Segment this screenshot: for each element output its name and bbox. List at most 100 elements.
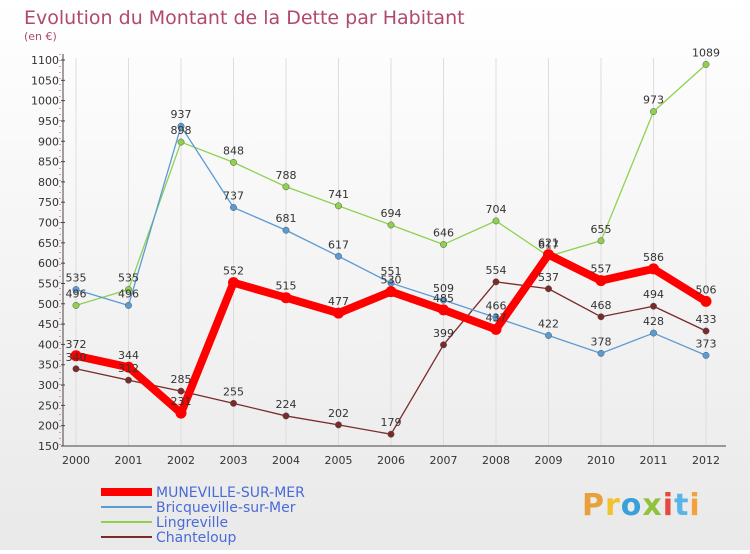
x-tick-label: 2002 bbox=[167, 454, 195, 467]
proxiti-logo: Proxiti bbox=[582, 488, 701, 523]
data-label: 704 bbox=[486, 203, 507, 216]
data-label: 399 bbox=[433, 327, 454, 340]
data-label: 422 bbox=[538, 317, 559, 330]
data-label: 285 bbox=[171, 373, 192, 386]
data-label: 340 bbox=[66, 351, 87, 364]
data-point bbox=[125, 376, 132, 384]
data-point bbox=[438, 304, 449, 316]
data-label: 509 bbox=[433, 282, 454, 295]
data-label: 179 bbox=[381, 416, 402, 429]
y-tick-label: 550 bbox=[38, 277, 59, 290]
x-tick-label: 2005 bbox=[325, 454, 353, 467]
x-tick-label: 2006 bbox=[377, 454, 405, 467]
data-point bbox=[702, 61, 710, 68]
data-point bbox=[335, 252, 342, 260]
data-label: 255 bbox=[223, 385, 244, 398]
data-point bbox=[125, 286, 132, 294]
data-label: 655 bbox=[591, 223, 612, 236]
data-point bbox=[230, 204, 237, 211]
data-label: 496 bbox=[66, 287, 87, 300]
data-point bbox=[440, 296, 447, 304]
data-point bbox=[280, 292, 292, 304]
data-point bbox=[230, 158, 237, 166]
data-point bbox=[545, 332, 552, 339]
data-label: 231 bbox=[171, 395, 192, 408]
y-tick-label: 700 bbox=[38, 217, 59, 230]
data-point bbox=[123, 361, 134, 373]
data-point bbox=[492, 217, 500, 225]
data-label: 494 bbox=[643, 288, 664, 301]
x-tick-label: 2009 bbox=[535, 454, 563, 467]
data-label: 535 bbox=[66, 272, 87, 285]
data-label: 224 bbox=[276, 398, 297, 411]
data-label: 557 bbox=[591, 263, 612, 276]
data-point bbox=[700, 295, 712, 307]
data-label: 694 bbox=[381, 207, 402, 220]
data-label: 372 bbox=[66, 338, 87, 351]
data-point bbox=[545, 285, 552, 293]
y-tick-label: 850 bbox=[38, 156, 59, 169]
data-point bbox=[702, 351, 710, 359]
data-label: 552 bbox=[223, 265, 244, 278]
data-label: 506 bbox=[696, 283, 717, 296]
data-point bbox=[543, 249, 554, 261]
data-label: 433 bbox=[696, 313, 717, 326]
y-tick-label: 950 bbox=[38, 115, 59, 128]
data-label: 554 bbox=[486, 264, 507, 277]
data-label: 466 bbox=[486, 300, 507, 313]
data-label: 312 bbox=[118, 362, 139, 375]
data-point bbox=[175, 407, 187, 419]
gridlines bbox=[75, 58, 707, 446]
data-label: 537 bbox=[538, 271, 559, 284]
data-label: 646 bbox=[433, 226, 454, 239]
data-label: 373 bbox=[696, 337, 717, 350]
y-tick-label: 1100 bbox=[31, 54, 59, 67]
y-tick-label: 600 bbox=[38, 257, 59, 270]
x-tick-label: 2001 bbox=[115, 454, 143, 467]
data-point bbox=[72, 365, 80, 373]
data-label: 621 bbox=[538, 237, 559, 250]
y-tick-label: 900 bbox=[38, 135, 59, 148]
logo-letter: x bbox=[642, 488, 663, 523]
y-tick-label: 450 bbox=[38, 318, 59, 331]
y-tick-label: 1050 bbox=[31, 74, 59, 87]
data-point bbox=[440, 341, 447, 349]
data-point bbox=[282, 412, 290, 420]
data-point bbox=[648, 263, 659, 275]
y-tick-label: 400 bbox=[38, 338, 59, 351]
data-point bbox=[650, 108, 657, 116]
data-label: 428 bbox=[643, 315, 664, 328]
y-tick-label: 650 bbox=[38, 237, 59, 250]
data-point bbox=[177, 138, 185, 146]
data-label: 468 bbox=[591, 299, 612, 312]
data-label: 586 bbox=[643, 251, 664, 264]
x-tick-label: 2000 bbox=[62, 454, 90, 467]
data-point bbox=[282, 226, 290, 234]
y-tick-label: 1000 bbox=[31, 95, 59, 108]
logo-letter: o bbox=[620, 488, 643, 523]
data-point bbox=[597, 237, 605, 245]
data-point bbox=[335, 421, 342, 429]
data-labels: 372 344 231 552 515 477 530 485 437 621 557 586 506 5… bbox=[66, 46, 721, 429]
x-tick-label: 2008 bbox=[482, 454, 510, 467]
data-label: 898 bbox=[171, 124, 192, 137]
data-label: 485 bbox=[433, 292, 454, 305]
data-label: 477 bbox=[328, 295, 349, 308]
y-tick-label: 250 bbox=[38, 399, 59, 412]
data-label: 973 bbox=[643, 94, 664, 107]
y-tick-label: 300 bbox=[38, 379, 59, 392]
y-tick-label: 750 bbox=[38, 196, 59, 209]
data-point bbox=[490, 323, 502, 335]
data-label: 515 bbox=[276, 280, 297, 293]
x-tick-label: 2003 bbox=[220, 454, 248, 467]
x-tick-label: 2010 bbox=[587, 454, 615, 467]
data-point bbox=[597, 349, 605, 357]
y-tick-label: 200 bbox=[38, 420, 59, 433]
data-point bbox=[492, 314, 500, 322]
data-label: 535 bbox=[118, 272, 139, 285]
y-tick-label: 500 bbox=[38, 298, 59, 311]
data-label: 937 bbox=[171, 108, 192, 121]
data-point bbox=[177, 122, 185, 130]
data-point bbox=[650, 302, 657, 310]
